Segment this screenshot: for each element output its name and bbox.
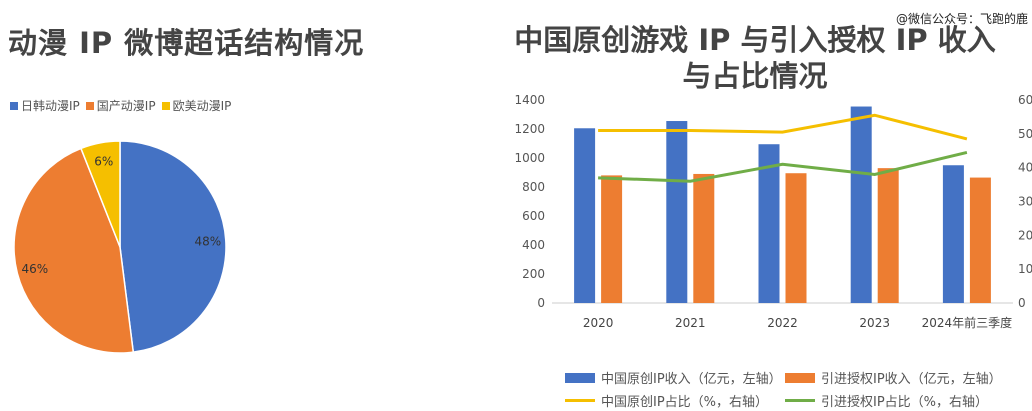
pie-slice [80,140,121,248]
pie-legend: 日韩动漫IP 国产动漫IP 欧美动漫IP [10,97,231,114]
legend-swatch [85,102,94,110]
bar [693,173,715,303]
bar [785,173,807,303]
x-tick-label: 2020 [583,316,614,330]
legend-label: 欧美动漫IP [172,99,232,113]
bar [942,165,964,303]
pie-data-label: 48% [194,234,221,248]
bar [574,128,596,303]
y-left-tick-label: 200 [522,267,545,281]
y-left-tick-label: 1400 [514,93,545,107]
legend-label: 引进授权IP收入（亿元，左轴） [821,372,1002,387]
pie-legend-item: 国产动漫IP [85,97,156,114]
bar [877,168,899,303]
y-right-tick-label: 40 [1018,161,1032,175]
pie-slice [13,147,135,354]
pie-legend-item: 欧美动漫IP [161,97,232,114]
y-left-tick-label: 1200 [514,122,545,136]
y-left-tick-label: 1000 [514,151,545,165]
y-right-tick-label: 20 [1018,228,1032,242]
pie-legend-item: 日韩动漫IP [10,97,80,114]
x-tick-label: 2024年前三季度 [922,315,1013,330]
y-right-tick-label: 10 [1018,262,1032,276]
pie-title: 动漫 IP 微博超话结构情况 [8,26,365,60]
x-tick-label: 2022 [767,316,798,330]
bar [666,121,688,304]
legend-swatch [161,102,170,110]
y-left-tick-label: 0 [537,296,545,310]
pie-data-label: 46% [21,262,48,276]
y-left-tick-label: 800 [522,180,545,194]
legend-line [785,399,815,402]
bar [850,106,872,304]
bar [601,175,623,303]
legend-label: 国产动漫IP [96,99,156,113]
legend-item: 中国原创IP收入（亿元，左轴） [565,368,785,387]
legend-swatch [10,102,18,110]
legend-item: 引进授权IP占比（%，右轴） [785,391,1005,410]
bar [969,177,991,303]
series-line [598,150,968,183]
y-left-tick-label: 400 [522,238,545,252]
bar-chart-title: 中国原创游戏 IP 与引入授权 IP 收入与占比情况 [514,23,996,93]
legend-line [565,399,595,402]
legend-label: 中国原创IP占比（%，右轴） [601,395,769,410]
legend-swatch [785,372,815,383]
x-tick-label: 2021 [675,316,706,330]
series-line [598,113,968,141]
x-tick-label: 2023 [859,316,890,330]
legend-label: 中国原创IP收入（亿元，左轴） [601,372,782,387]
bar [758,144,780,303]
watermark: @微信公众号：飞跑的鹿 [895,12,1028,26]
legend-item: 引进授权IP收入（亿元，左轴） [785,368,1005,387]
pie-data-label: 6% [94,155,113,169]
legend-label: 引进授权IP占比（%，右轴） [821,395,989,410]
y-left-tick-label: 600 [522,209,545,223]
y-right-tick-label: 0 [1018,296,1026,310]
legend-label: 日韩动漫IP [21,99,80,113]
legend-swatch [565,372,595,383]
legend-item: 中国原创IP占比（%，右轴） [565,391,785,410]
y-right-tick-label: 50 [1018,127,1032,141]
y-right-tick-label: 30 [1018,195,1032,209]
pie-slice [119,140,227,354]
y-right-tick-label: 60 [1018,93,1032,107]
bar-legend: 中国原创IP收入（亿元，左轴） 引进授权IP收入（亿元，左轴） 中国原创IP占比… [565,368,1005,410]
